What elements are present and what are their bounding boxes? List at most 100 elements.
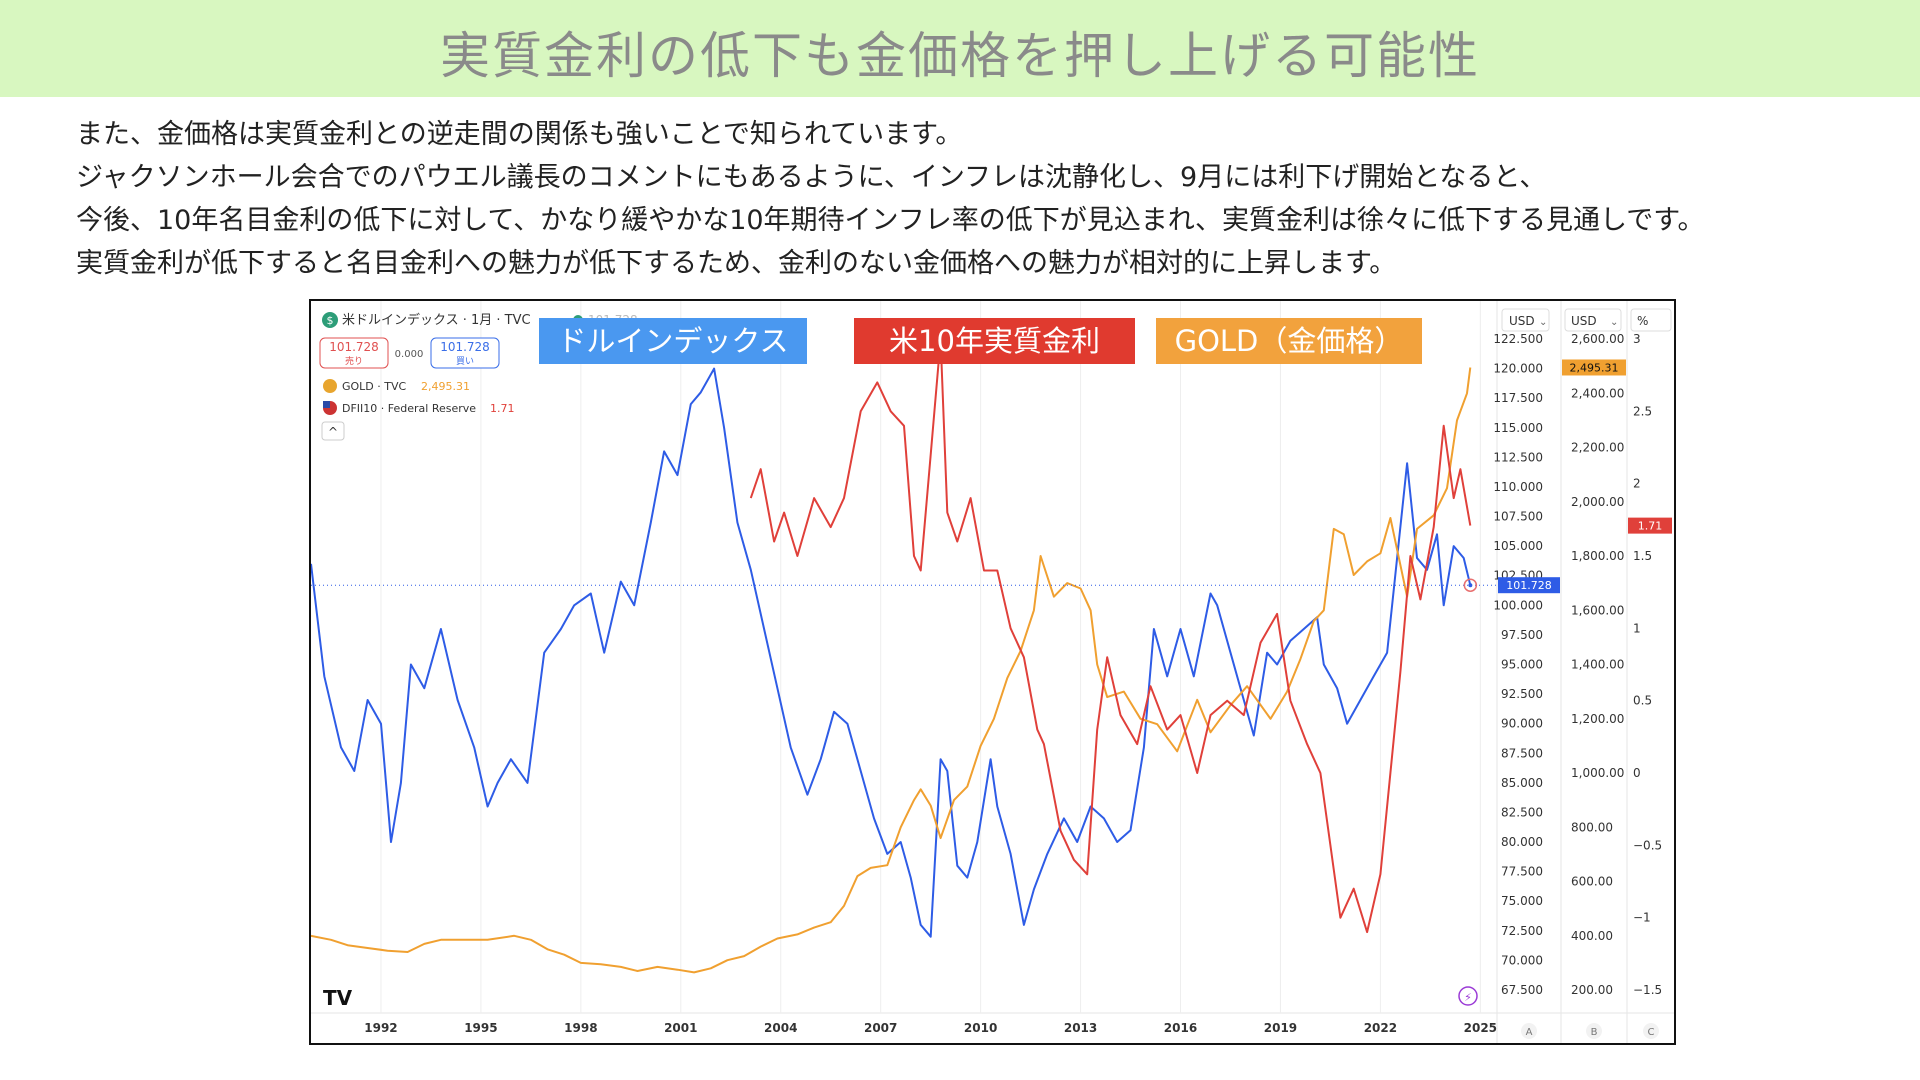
axis-c-tick-label: 0.5 (1633, 694, 1652, 708)
axis-b-tick-label: 1,400.00 (1571, 658, 1624, 672)
axis-b-tick-label: 2,600.00 (1571, 332, 1624, 346)
x-tick-label: 1998 (564, 1021, 597, 1035)
chevron-down-icon: ⌄ (1610, 317, 1618, 328)
axis-a-tick-label: 115.000 (1493, 421, 1543, 435)
x-tick-label: 2007 (864, 1021, 897, 1035)
axis-b-tick-label: 600.00 (1571, 875, 1613, 889)
axis-b-tick-label: 2,400.00 (1571, 386, 1624, 400)
chart-frame: USD ⌄ USD ⌄ % 67.500 70.000 72.500 75.000 77… (309, 299, 1676, 1045)
sell-button[interactable] (319, 337, 389, 369)
axis-a-tick-label: 107.500 (1493, 510, 1543, 524)
x-tick-label: 2013 (1064, 1021, 1097, 1035)
axis-a-tick-label: 97.500 (1501, 628, 1543, 642)
lightning-icon[interactable] (1458, 986, 1478, 1006)
callout-gold: GOLD（金価格） (1156, 318, 1422, 364)
axis-c-tick-label: 1.5 (1633, 549, 1652, 563)
x-axis-ticks: 1992 1995 1998 2001 2004 2007 2010 2013 2016 2019… (364, 1021, 1497, 1035)
axis-a-tick-label: 92.500 (1501, 687, 1543, 701)
dollar-index-last-point (1463, 578, 1478, 592)
callout-real-rate: 米10年実質金利 (854, 318, 1135, 364)
axis-c-tick-label: 3 (1633, 332, 1641, 346)
chevron-up-icon: ^ (328, 425, 338, 439)
x-tick-label: 2022 (1364, 1021, 1397, 1035)
symbol-title[interactable]: 米ドルインデックス · 1月 · TVC (342, 312, 531, 328)
gold-coin-icon (323, 379, 337, 393)
axis-b-unit-select[interactable] (1564, 308, 1622, 332)
axis-footer-c: C (1648, 1027, 1655, 1038)
buy-label: 買い (456, 356, 474, 367)
paragraph-4: 実質金利が低下すると名目金利への魅力が低下するため、金利のない金価格への魅力が相… (76, 248, 1397, 279)
axis-b-ticks: 200.00 400.00 600.00 800.00 1,000.00 1,200.00… (1571, 332, 1624, 997)
x-tick-label: 2016 (1164, 1021, 1197, 1035)
axis-b-tick-label: 1,600.00 (1571, 603, 1624, 617)
axis-footer-c-badge (1643, 1023, 1659, 1039)
axis-a-tick-label: 95.000 (1501, 658, 1543, 672)
paragraph-1: また、金価格は実質金利との逆走間の関係も強いことで知られています。 (76, 119, 963, 150)
chart-legend[interactable]: $ 米ドルインデックス · 1月 · TVC 101.728 101.728 売… (319, 312, 638, 441)
axis-a-tick-label: 87.500 (1501, 746, 1543, 760)
gold-legend-label[interactable]: GOLD · TVC (342, 380, 407, 393)
dollar-index-last-value: 101.728 (1506, 579, 1552, 592)
axis-c-ticks: −1.5 −1 −0.5 0 0.5 1 1.5 2 2.5 3 (1633, 332, 1662, 997)
dollar-index-last-dot (1468, 583, 1473, 588)
title-banner: 実質金利の低下も金価格を押し上げる可能性 (0, 0, 1920, 97)
axis-a-unit-select[interactable] (1501, 308, 1550, 332)
dollar-icon-glyph: $ (327, 314, 334, 327)
buy-price: 101.728 (440, 340, 490, 354)
paragraph-2: ジャクソンホール会合でのパウエル議長のコメントにもあるように、インフレは沈静化し… (76, 162, 1547, 193)
x-tick-label: 2019 (1264, 1021, 1297, 1035)
real-rate-last-value: 1.71 (1638, 520, 1663, 533)
dollar-index-line (311, 367, 1472, 938)
chevron-down-icon: ⌄ (1539, 317, 1547, 328)
x-tick-label: 2010 (964, 1021, 997, 1035)
axis-c-tick-label: −1.5 (1633, 983, 1662, 997)
axis-unit-headers[interactable]: USD ⌄ USD ⌄ % (1501, 308, 1672, 332)
sell-price: 101.728 (329, 340, 379, 354)
axis-footer: A B C (1521, 1023, 1659, 1039)
axis-a-tick-label: 122.500 (1493, 332, 1543, 346)
gold-legend-value: 2,495.31 (421, 380, 470, 393)
axis-a-tick-label: 80.000 (1501, 835, 1543, 849)
lightning-icon-glyph: ⚡ (1464, 991, 1472, 1004)
x-tick-label: 1995 (464, 1021, 497, 1035)
axis-a-tick-label: 75.000 (1501, 894, 1543, 908)
axis-a-tick-label: 72.500 (1501, 924, 1543, 938)
spread-value: 0.000 (395, 349, 424, 360)
us-flag-canton (323, 401, 330, 408)
price-chart[interactable]: USD ⌄ USD ⌄ % 67.500 70.000 72.500 75.000 77… (311, 301, 1674, 1043)
axis-a-tick-label: 120.000 (1493, 362, 1543, 376)
sell-label: 売り (345, 355, 363, 367)
dollar-index-last-badge (1498, 577, 1560, 594)
axis-a-tick-label: 70.000 (1501, 953, 1543, 967)
axis-a-ticks: 67.500 70.000 72.500 75.000 77.500 80.000 82.5… (1493, 332, 1543, 997)
axis-b-tick-label: 200.00 (1571, 983, 1613, 997)
axis-b-tick-label: 2,000.00 (1571, 495, 1624, 509)
axis-c-unit-select[interactable] (1630, 308, 1672, 332)
axis-c-unit: % (1637, 314, 1648, 328)
axis-c-tick-label: −1 (1633, 911, 1651, 925)
axis-b-tick-label: 1,200.00 (1571, 712, 1624, 726)
axis-footer-b-badge (1586, 1023, 1602, 1039)
axis-a-tick-label: 85.000 (1501, 776, 1543, 790)
axis-b-tick-label: 1,000.00 (1571, 766, 1624, 780)
x-tick-label: 2025 (1464, 1021, 1497, 1035)
dfii-legend-value: 1.71 (490, 402, 515, 415)
x-tick-label: 1992 (364, 1021, 397, 1035)
last-value-labels: 101.728 2,495.31 1.71 (311, 359, 1672, 594)
dfii-legend-label[interactable]: DFII10 · Federal Reserve (342, 402, 476, 415)
axis-footer-a-badge (1521, 1023, 1537, 1039)
series-lines[interactable] (311, 338, 1472, 974)
x-tick-label: 2001 (664, 1021, 697, 1035)
tradingview-logo[interactable]: TV (323, 986, 353, 1010)
buy-button[interactable] (430, 337, 500, 369)
axis-a-tick-label: 67.500 (1501, 983, 1543, 997)
axis-b-unit: USD (1571, 314, 1597, 328)
collapse-legend-button[interactable] (321, 421, 345, 441)
page-title: 実質金利の低下も金価格を押し上げる可能性 (440, 27, 1480, 85)
grid (380, 301, 1481, 1013)
axis-a-tick-label: 100.000 (1493, 598, 1543, 612)
body-text: また、金価格は実質金利との逆走間の関係も強いことで知られています。 ジャクソンホ… (76, 113, 1876, 285)
axis-a-tick-label: 77.500 (1501, 865, 1543, 879)
real-rate-line (749, 338, 1472, 934)
axis-a-tick-label: 112.500 (1493, 450, 1543, 464)
